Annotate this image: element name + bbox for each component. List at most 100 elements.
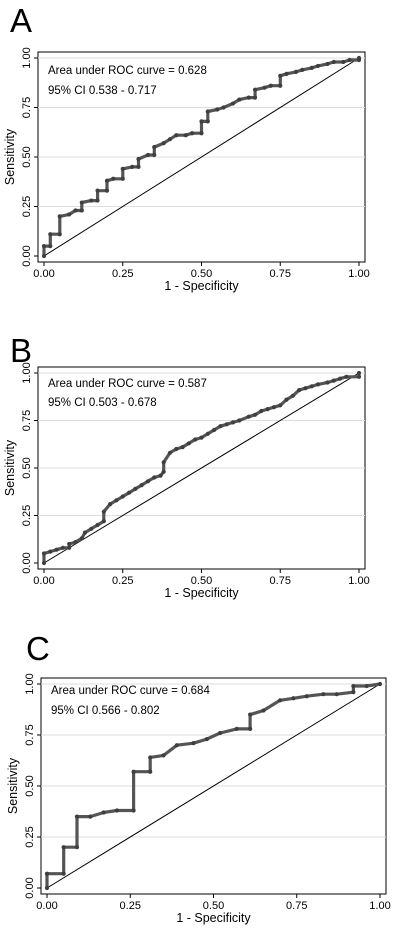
y-tick-label: 0.25 — [24, 826, 36, 847]
roc-point — [237, 418, 242, 423]
reference-line — [43, 57, 360, 257]
roc-point — [145, 479, 151, 484]
roc-point — [315, 382, 321, 387]
roc-point — [120, 494, 125, 499]
roc-point — [309, 65, 314, 70]
roc-panel-b: B 0.00 0.25 0.50 0.75 1.00 0.00 0.25 0.50 0.75 1.0… — [3, 332, 370, 600]
roc-point — [79, 208, 84, 213]
x-tick-label: 0.75 — [286, 900, 307, 912]
roc-point — [230, 420, 236, 425]
roc-point — [89, 526, 94, 531]
auc-annotation: Area under ROC curve = 0.628 — [48, 65, 207, 77]
y-tick-label: 0.75 — [24, 724, 36, 745]
roc-point — [304, 694, 309, 699]
y-tick-label: 0.00 — [21, 552, 33, 573]
roc-point — [284, 71, 289, 76]
roc-point — [136, 156, 141, 162]
auc-annotation: Area under ROC curve = 0.684 — [51, 685, 210, 697]
roc-point — [262, 85, 267, 90]
y-axis-title: Sensitivity — [3, 439, 17, 496]
roc-point — [259, 408, 264, 414]
y-tick-label: 0.00 — [21, 245, 33, 266]
x-tick-label: 0.25 — [112, 268, 133, 280]
y-tick-label: 0.75 — [21, 410, 33, 431]
roc-point — [82, 530, 88, 535]
roc-point — [104, 188, 110, 193]
roc-point — [95, 198, 100, 203]
roc-point — [111, 176, 116, 181]
reference-line — [46, 683, 381, 889]
roc-point — [167, 450, 173, 455]
roc-point — [54, 547, 59, 552]
roc-point — [268, 83, 273, 88]
roc-point — [67, 545, 72, 550]
roc-point — [334, 692, 339, 697]
roc-point — [73, 540, 78, 545]
roc-point — [48, 549, 53, 554]
roc-point — [152, 475, 157, 480]
roc-point — [174, 743, 179, 748]
roc-point — [61, 871, 66, 876]
y-tick-label: 0.75 — [21, 97, 33, 118]
roc-point — [331, 59, 336, 65]
x-tick-label: 0.00 — [33, 268, 54, 280]
roc-point — [351, 683, 356, 689]
roc-point — [252, 87, 258, 92]
roc-point — [186, 441, 191, 446]
roc-point — [108, 502, 113, 507]
roc-point — [131, 808, 136, 813]
roc-point — [237, 97, 242, 102]
y-tick-label: 1.00 — [21, 47, 33, 68]
panel-letter: C — [26, 630, 50, 667]
roc-point — [167, 137, 173, 142]
roc-point — [221, 105, 226, 110]
roc-point — [199, 435, 204, 440]
roc-point — [325, 61, 330, 67]
y-axis-title: Sensitivity — [6, 757, 20, 814]
y-axis-title: Sensitivity — [3, 128, 17, 185]
roc-point — [136, 164, 141, 169]
roc-point — [284, 397, 289, 402]
roc-point — [161, 469, 166, 474]
roc-point — [44, 871, 50, 876]
reference-line — [43, 372, 360, 564]
x-tick-label: 0.50 — [191, 575, 212, 587]
x-tick-label: 0.50 — [191, 268, 212, 280]
roc-point — [67, 212, 72, 217]
roc-point — [344, 374, 349, 379]
roc-point — [152, 152, 157, 158]
roc-point — [212, 427, 217, 433]
roc-point — [377, 681, 383, 687]
auc-annotation: Area under ROC curve = 0.587 — [48, 378, 207, 390]
roc-point — [133, 486, 138, 491]
x-tick-label: 0.25 — [120, 900, 141, 912]
panel-letter: A — [10, 2, 32, 39]
roc-point — [205, 431, 210, 436]
y-tick-label: 0.50 — [21, 457, 33, 478]
roc-point — [114, 498, 119, 503]
roc-point — [204, 736, 209, 742]
y-tick-label: 0.50 — [21, 146, 33, 167]
roc-point — [191, 741, 196, 746]
x-tick-label: 0.50 — [203, 900, 224, 912]
roc-point — [271, 405, 277, 410]
roc-point — [291, 696, 296, 701]
roc-point — [139, 483, 144, 488]
roc-point — [161, 460, 166, 465]
roc-point — [246, 95, 251, 100]
roc-point — [158, 473, 163, 478]
y-tick-label: 0.25 — [21, 196, 33, 217]
roc-point — [315, 63, 321, 69]
roc-point — [120, 166, 125, 171]
roc-point — [95, 188, 100, 193]
x-axis-title: 1 - Specificity — [164, 279, 239, 293]
roc-point — [120, 176, 125, 181]
roc-point — [174, 446, 179, 452]
roc-point — [347, 57, 352, 63]
y-tick-label: 0.50 — [24, 775, 36, 796]
roc-point — [73, 208, 78, 213]
roc-point — [234, 726, 239, 731]
roc-point — [161, 141, 166, 146]
ci-annotation: 95% CI 0.503 - 0.678 — [48, 397, 157, 409]
roc-point — [309, 384, 314, 389]
